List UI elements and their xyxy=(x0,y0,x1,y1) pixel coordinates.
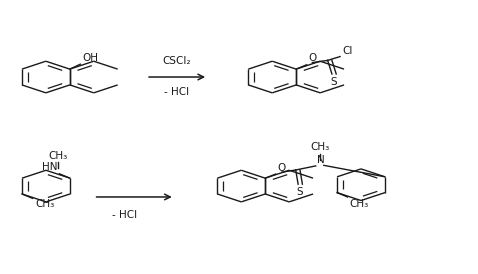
Text: Cl: Cl xyxy=(342,46,352,56)
Text: O: O xyxy=(277,163,285,173)
Text: CH₃: CH₃ xyxy=(349,199,369,209)
Text: CH₃: CH₃ xyxy=(48,151,67,161)
Text: S: S xyxy=(330,77,337,87)
Text: S: S xyxy=(297,187,304,198)
Text: CH₃: CH₃ xyxy=(35,199,54,209)
Text: HN: HN xyxy=(42,162,57,172)
Text: - HCl: - HCl xyxy=(112,210,137,220)
Text: CH₃: CH₃ xyxy=(310,142,329,152)
Text: N: N xyxy=(317,155,325,165)
Text: - HCl: - HCl xyxy=(164,87,190,97)
Text: CSCl₂: CSCl₂ xyxy=(163,56,191,66)
Text: O: O xyxy=(308,53,316,63)
Text: OH: OH xyxy=(83,53,98,63)
